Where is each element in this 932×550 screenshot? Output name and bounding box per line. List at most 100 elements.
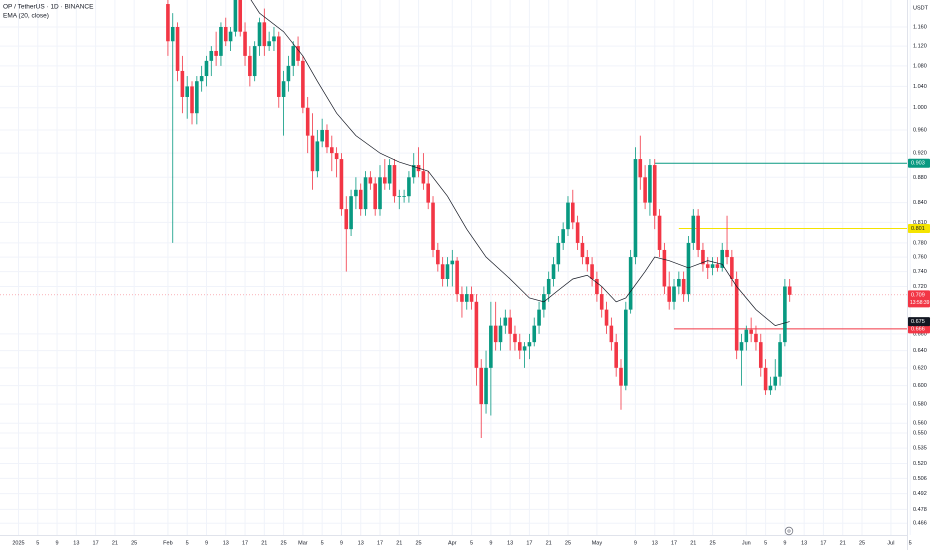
candle-body	[624, 309, 628, 386]
candle-body	[301, 60, 305, 108]
candle-body	[257, 22, 262, 47]
candle-body	[561, 229, 565, 243]
y-tick-label: 0.840	[913, 200, 927, 206]
candle-body	[166, 4, 170, 42]
candle-body	[469, 294, 474, 302]
x-tick-label: 25	[565, 540, 571, 546]
y-tick-label: 0.550	[913, 430, 927, 436]
y-tick-label: 0.920	[913, 151, 927, 157]
candle-body	[513, 333, 517, 343]
x-tick-label: 17	[93, 540, 99, 546]
price-tag	[908, 317, 930, 327]
candle-body	[214, 50, 218, 56]
x-tick-label: 2025	[12, 540, 24, 546]
candle-body	[440, 264, 445, 279]
candle-body	[339, 159, 344, 210]
chart-title: OP / TetherUS · 1D · BINANCE	[3, 4, 94, 11]
x-tick-label: Apr	[448, 540, 457, 546]
countdown-label: 13:58:39	[910, 300, 930, 306]
x-tick-label: 17	[526, 540, 532, 546]
candle-body	[272, 36, 276, 42]
candle-body	[407, 177, 411, 197]
x-tick-label: 13	[358, 540, 364, 546]
candle-body	[585, 257, 590, 265]
candle-body	[484, 367, 488, 405]
x-tick-label: 9	[205, 540, 208, 546]
candle-body	[248, 55, 252, 77]
y-tick-label: 0.600	[913, 383, 927, 389]
event-marker[interactable]	[784, 526, 794, 536]
candle-body	[455, 260, 459, 295]
candle-body	[783, 286, 787, 343]
axes: 1.160 1.120 1.080 1.040 1.000 0.960 0.920 0.880…	[12, 24, 930, 546]
x-tick-label: 5	[764, 540, 767, 546]
candle-body	[725, 249, 729, 258]
y-tick-label: 0.880	[913, 175, 927, 181]
x-tick-label: 25	[415, 540, 421, 546]
y-tick-label: 0.580	[913, 402, 927, 408]
price-tag-label: 0.903	[911, 161, 925, 167]
x-tick-label: 21	[112, 540, 118, 546]
ema-legend: EMA (20, close)	[3, 13, 49, 20]
candle-body	[479, 367, 484, 405]
y-tick-label: 0.780	[913, 240, 927, 246]
y-tick-label: 0.560	[913, 421, 927, 427]
candle-body	[436, 249, 440, 265]
candle-body	[334, 153, 339, 160]
candle-body	[508, 317, 512, 334]
candle-body	[397, 196, 402, 197]
price-tag	[908, 324, 930, 334]
candle-body	[672, 286, 676, 302]
candle-body	[681, 278, 686, 295]
candle-body	[754, 333, 758, 343]
candle-body	[330, 147, 334, 154]
y-tick-label: 0.740	[913, 269, 927, 275]
candle-body	[195, 81, 199, 114]
x-tick-label: 9	[489, 540, 492, 546]
candle-body	[392, 165, 397, 197]
y-tick-label: 0.535	[913, 446, 927, 452]
candle-body	[180, 70, 185, 97]
candle-body	[571, 202, 575, 223]
x-tick-label: 13	[73, 540, 79, 546]
x-tick-label: 5	[186, 540, 189, 546]
x-tick-label: 21	[261, 540, 267, 546]
x-tick-label: 25	[281, 540, 287, 546]
price-tag-label: 0.675	[911, 319, 925, 325]
candle-body	[739, 342, 744, 351]
candle-body	[566, 202, 570, 230]
candle-body	[354, 189, 358, 197]
x-tick-label: 21	[396, 540, 402, 546]
candle-body	[310, 135, 315, 172]
candle-body	[522, 346, 527, 351]
candle-body	[734, 278, 739, 351]
x-tick-label: 25	[131, 540, 137, 546]
candle-body	[286, 65, 291, 82]
candle-body	[378, 177, 382, 210]
candle-body	[537, 309, 541, 326]
y-tick-label: 0.660	[913, 331, 927, 337]
plot-area	[0, 0, 907, 438]
candle-body	[633, 159, 638, 258]
candle-body	[296, 46, 300, 61]
candle-body	[426, 183, 430, 203]
price-tag-label: 0.666	[911, 326, 925, 332]
y-tick-label: 0.620	[913, 365, 927, 371]
price-tag-label: 0.801	[911, 226, 925, 232]
candle-body	[498, 325, 503, 343]
candle-body	[730, 257, 734, 279]
x-tick-label: 9	[783, 540, 786, 546]
x-tick-label: 21	[546, 540, 552, 546]
y-tick-label: 0.810	[913, 220, 927, 226]
price-tag-label: 0.709	[911, 292, 925, 298]
y-tick-label: 0.640	[913, 348, 927, 354]
candle-body	[204, 60, 209, 77]
candle-body	[190, 86, 194, 114]
candle-body	[358, 189, 363, 210]
x-tick-label: 17	[820, 540, 826, 546]
candle-body	[228, 31, 233, 42]
candle-body	[411, 165, 416, 178]
candle-body	[387, 165, 392, 184]
